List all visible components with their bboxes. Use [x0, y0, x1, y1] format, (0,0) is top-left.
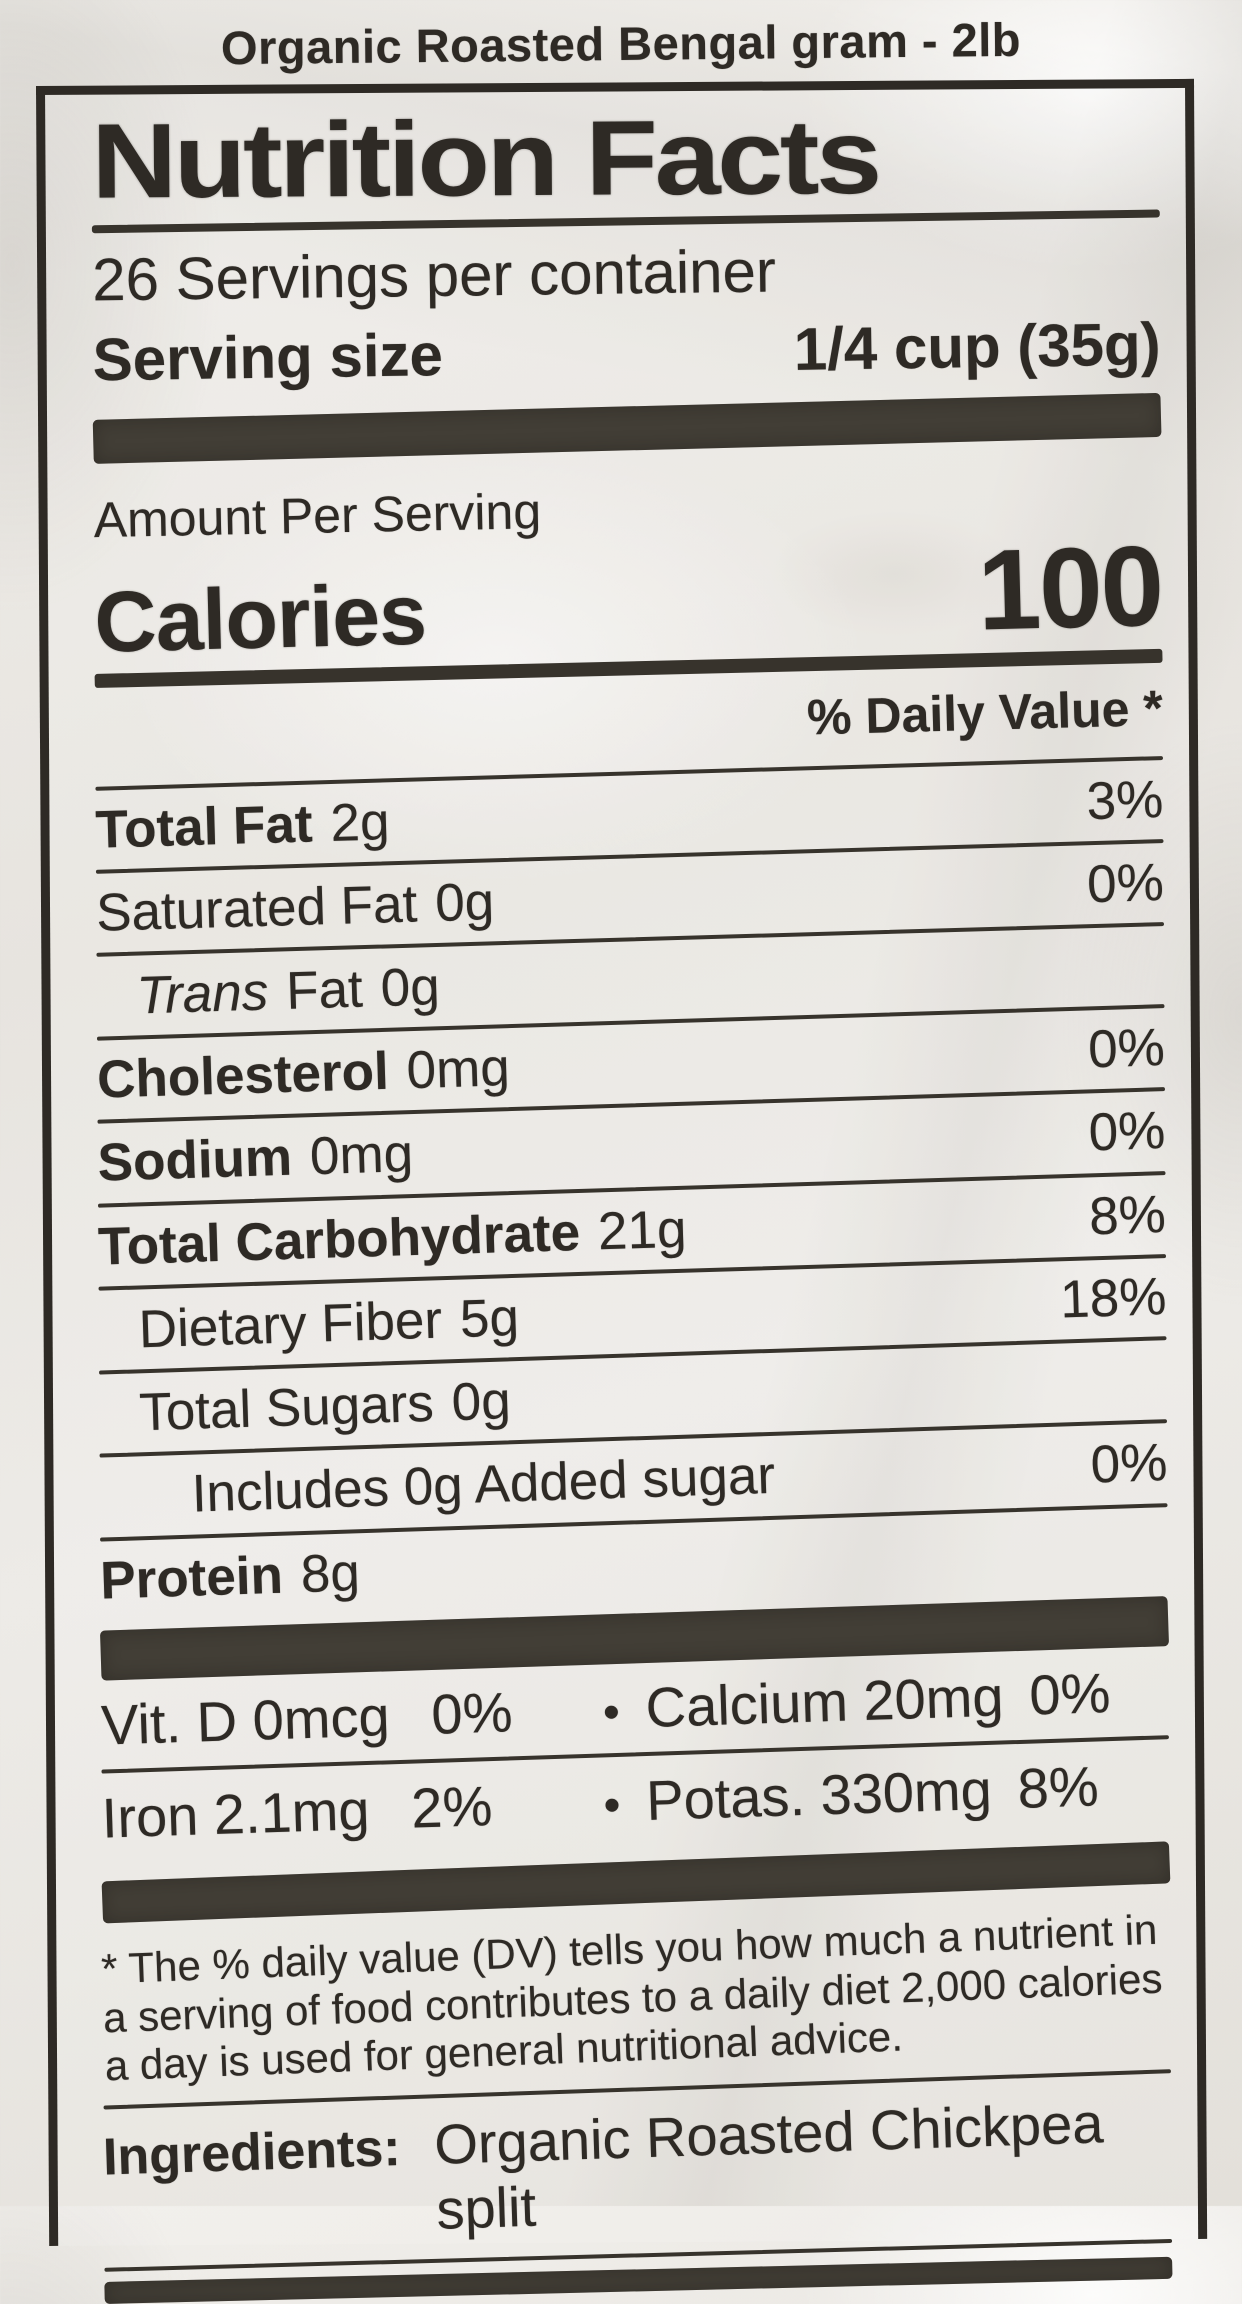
servings-per-container: 26 Servings per container [91, 237, 777, 314]
nutrient-amount: 21g [597, 1199, 688, 1262]
micro-right-text: Potas. 330mg [645, 1757, 993, 1832]
thick-divider-bar [92, 393, 1162, 465]
nutrient-amount: 0g [379, 957, 441, 1019]
serving-size-row: Serving size 1/4 cup (35g) [92, 310, 1161, 395]
nutrient-dv: 0% [1087, 1101, 1167, 1163]
nutrition-facts-title: Nutrition Facts [91, 97, 1160, 221]
calories-value: 100 [976, 523, 1164, 655]
nutrient-label-group: Cholesterol 0mg [96, 1038, 511, 1110]
nutrient-label: Total Fat [94, 794, 314, 860]
nutrient-label: Sodium [96, 1128, 293, 1194]
micro-left-dv: 2% [410, 1773, 494, 1840]
nutrient-label: Saturated Fat [95, 874, 419, 943]
nutrient-amount: 0mg [309, 1124, 414, 1187]
package-title: Organic Roasted Bengal gram - 2lb [220, 12, 1022, 75]
nutrient-dv: 0% [1089, 1433, 1169, 1496]
nutrient-label-group: Total Fat 2g [94, 791, 391, 860]
nutrient-amount: 2g [329, 791, 391, 853]
nutrient-label-group: Saturated Fat 0g [95, 872, 495, 943]
nutrient-label: Dietary Fiber [137, 1290, 443, 1360]
nutrition-label: Nutrition Facts 26 Servings per containe… [36, 78, 1208, 2304]
daily-value-header: % Daily Value * [806, 679, 1164, 746]
micro-left: Iron 2.1mg 2% [101, 1769, 605, 1850]
nutrient-label: Total Carbohydrate [97, 1202, 581, 1277]
nutrient-label: Includes 0g Added sugar [190, 1446, 776, 1525]
nutrient-dv: 3% [1085, 769, 1165, 831]
serving-size-value: 1/4 cup (35g) [793, 310, 1162, 384]
nutrient-dv: 8% [1088, 1184, 1167, 1247]
bullet-icon: • [602, 1778, 622, 1833]
calories-row: Calories 100 [93, 523, 1164, 671]
nutrient-label: Protein [99, 1545, 284, 1611]
footnote-text: * The % daily value (DV) tells you how m… [100, 1905, 1164, 2090]
micro-right: • Calcium 20mg 0% [602, 1658, 1170, 1741]
nutrient-amount: 8g [299, 1542, 361, 1604]
ingredients-label: Ingredients: [102, 2119, 402, 2187]
nutrient-label-group: Trans Fat 0g [135, 957, 441, 1026]
ingredients-row: Ingredients: Organic Roasted Chickpea sp… [102, 2088, 1174, 2252]
micro-right-text: Calcium 20mg [644, 1664, 1005, 1739]
serving-size-label: Serving size [92, 321, 444, 394]
nutrient-label-group: Includes 0g Added sugar [190, 1446, 776, 1525]
bullet-icon: • [602, 1685, 621, 1740]
nutrient-label-group: Total Sugars 0g [138, 1371, 512, 1443]
calories-label: Calories [93, 566, 428, 671]
nutrient-amount: 0g [434, 872, 495, 933]
nutrient-amount: 0mg [405, 1038, 511, 1101]
nutrient-amount: 0g [450, 1371, 512, 1433]
micro-left-text: Iron 2.1mg [100, 1777, 371, 1850]
nutrient-label: Cholesterol [96, 1042, 390, 1110]
nutrient-label-group: Sodium 0mg [96, 1124, 414, 1194]
ingredients-value: Organic Roasted Chickpea split [433, 2091, 1105, 2241]
nutrition-facts-title-text: Nutrition Facts [91, 97, 880, 221]
micro-right: • Potas. 330mg 8% [602, 1751, 1170, 1834]
micro-left: Vit. D 0mcg 0% [100, 1676, 604, 1757]
micro-left-dv: 0% [430, 1680, 514, 1746]
nutrient-label-group: Dietary Fiber 5g [137, 1288, 520, 1360]
nutrient-label-group: Total Carbohydrate 21g [97, 1199, 688, 1277]
nutrient-label: Fat [285, 959, 364, 1021]
nutrient-label: Total Sugars [138, 1374, 435, 1443]
nutrient-dv: 0% [1086, 852, 1165, 914]
nutrient-label-group: Protein 8g [99, 1542, 361, 1611]
nutrient-amount: 5g [459, 1288, 520, 1349]
nutrient-label-italic: Trans [135, 962, 270, 1026]
micro-right-dv: 8% [1016, 1754, 1100, 1820]
micro-left-text: Vit. D 0mcg [100, 1684, 391, 1757]
micro-right-dv: 0% [1028, 1660, 1112, 1727]
nutrient-dv: 18% [1059, 1267, 1168, 1330]
nutrient-dv: 0% [1087, 1018, 1166, 1080]
